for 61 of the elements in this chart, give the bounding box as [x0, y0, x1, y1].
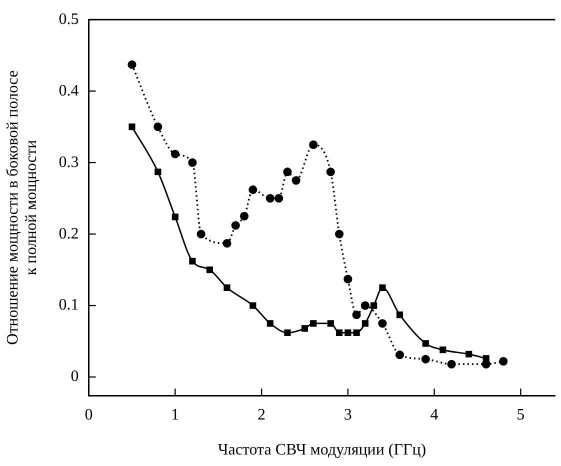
point	[206, 266, 214, 274]
point	[499, 356, 508, 366]
x-tick-label: 5	[516, 406, 525, 424]
point	[172, 214, 178, 220]
point	[224, 284, 230, 291]
point	[240, 212, 249, 220]
point	[128, 124, 136, 130]
point	[222, 239, 232, 248]
point	[353, 329, 360, 336]
point	[362, 320, 368, 327]
point	[128, 60, 136, 69]
point	[344, 329, 352, 336]
point	[334, 230, 344, 238]
point	[370, 302, 378, 309]
point	[231, 221, 240, 230]
x-tick-label: 1	[171, 406, 180, 424]
point	[336, 329, 343, 336]
point	[250, 302, 256, 309]
point	[482, 355, 490, 362]
point	[283, 168, 292, 176]
point	[154, 122, 162, 132]
point	[421, 354, 430, 364]
x-tick-label: 2	[258, 406, 266, 424]
x-axis-title: Частота СВЧ модуляции (ГГц)	[218, 442, 426, 459]
point	[379, 284, 386, 291]
point	[188, 158, 197, 167]
point	[189, 258, 196, 265]
point	[360, 301, 370, 310]
point	[266, 194, 274, 203]
point	[395, 350, 404, 360]
point	[301, 325, 308, 332]
point	[309, 140, 318, 149]
x-tick-label: 4	[430, 406, 438, 424]
y-tick-label: 0.1	[58, 296, 79, 314]
point	[274, 194, 284, 203]
x-tick-label: 0	[84, 406, 93, 424]
y-tick-label: 0.4	[58, 82, 79, 100]
point	[284, 329, 291, 336]
point	[266, 320, 274, 327]
x-tick-label: 3	[344, 406, 352, 424]
y-axis-title: Отношение мощности в боковой полосе к полной мощности	[4, 70, 40, 345]
point	[310, 320, 317, 327]
point	[170, 150, 180, 158]
point	[248, 185, 258, 194]
y-tick-label: 0.2	[58, 225, 79, 242]
point	[466, 350, 472, 358]
y-tick-label: 0	[70, 368, 79, 386]
point	[292, 176, 300, 185]
point	[396, 312, 404, 318]
point	[352, 310, 361, 320]
point	[422, 340, 429, 347]
point	[447, 360, 456, 368]
point	[440, 346, 446, 354]
y-tick-label: 0.5	[58, 10, 79, 28]
point	[344, 274, 352, 284]
point	[327, 320, 334, 327]
point	[196, 230, 206, 238]
point	[378, 319, 387, 328]
point	[154, 168, 162, 176]
y-tick-label: 0.3	[58, 154, 79, 171]
point	[326, 168, 335, 176]
